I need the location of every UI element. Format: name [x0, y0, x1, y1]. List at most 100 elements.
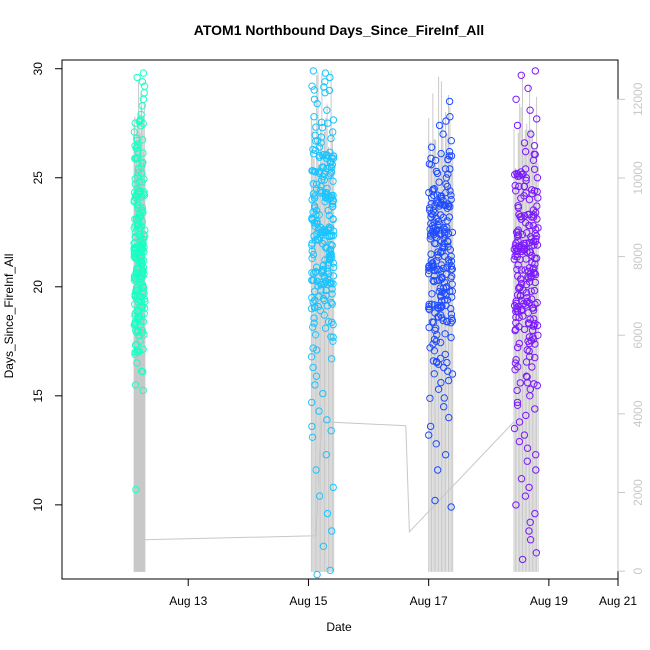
data-point [326, 256, 334, 264]
data-point [436, 284, 444, 292]
data-point [428, 290, 436, 298]
data-point [530, 322, 538, 330]
data-point [442, 117, 450, 125]
data-point [139, 386, 147, 395]
data-point [140, 330, 148, 339]
data-point [514, 231, 523, 239]
data-point [532, 225, 540, 234]
data-point [131, 253, 139, 261]
y2-tick-label: 0 [631, 567, 645, 574]
data-point [322, 451, 330, 459]
data-point [513, 232, 522, 241]
data-point [524, 84, 532, 93]
data-point [425, 264, 433, 272]
data-point [521, 147, 530, 156]
data-point [437, 149, 445, 158]
data-point [307, 304, 316, 313]
data-point [531, 509, 539, 518]
data-point [517, 475, 526, 483]
data-point [514, 363, 522, 371]
data-point [430, 347, 439, 355]
data-point [133, 136, 141, 145]
chart-title: ATOM1 Northbound Days_Since_FireInf_All [194, 22, 484, 38]
data-point [513, 265, 521, 274]
data-point [136, 224, 144, 232]
data-point [443, 263, 451, 271]
data-point [318, 163, 326, 171]
y2-tick-label: 6000 [631, 322, 645, 349]
data-point [520, 182, 529, 191]
data-point [514, 228, 522, 236]
data-point [329, 202, 337, 211]
data-point [448, 265, 456, 273]
data-point [329, 333, 337, 341]
data-point [308, 269, 316, 277]
data-point [320, 227, 329, 236]
data-point [312, 180, 321, 189]
data-point [528, 251, 536, 260]
data-point [510, 255, 518, 263]
data-point [439, 264, 447, 273]
data-point [131, 249, 139, 258]
data-point [315, 236, 323, 245]
data-point [514, 303, 522, 311]
data-point [525, 483, 533, 492]
data-point [134, 298, 142, 306]
data-point [327, 355, 336, 363]
data-point [438, 275, 446, 283]
data-point [130, 188, 139, 197]
y-tick-label: 25 [31, 171, 45, 185]
data-point [137, 162, 145, 170]
data-point [528, 363, 536, 371]
data-point [525, 195, 534, 204]
data-point [434, 466, 442, 474]
data-point [533, 174, 542, 182]
data-point [140, 289, 148, 298]
data-point [430, 370, 438, 378]
data-point [131, 119, 139, 127]
data-point [323, 416, 331, 424]
data-point [330, 263, 338, 272]
data-point [514, 203, 523, 212]
data-point [428, 318, 436, 326]
data-point [131, 319, 140, 328]
data-point [437, 354, 445, 362]
data-point [444, 376, 453, 385]
data-point [327, 192, 336, 200]
y-axis-label: Days_Since_FireInf_All [2, 254, 16, 379]
data-point [313, 277, 321, 285]
data-point [433, 358, 441, 367]
data-point [523, 373, 531, 381]
data-point [329, 197, 337, 206]
data-point [325, 86, 334, 95]
data-point [135, 118, 143, 126]
data-point [524, 319, 533, 327]
data-point [530, 241, 538, 249]
data-point [140, 243, 148, 252]
data-point [329, 272, 338, 280]
data-point [515, 313, 523, 322]
data-point [436, 200, 445, 208]
data-point [427, 209, 435, 218]
data-point [426, 422, 435, 431]
data-point [441, 451, 450, 459]
data-point [133, 201, 142, 209]
data-point [321, 78, 329, 86]
data-point [311, 381, 319, 389]
data-point [311, 222, 319, 230]
data-point [321, 324, 330, 332]
data-point [133, 73, 141, 82]
data-point [139, 149, 147, 157]
data-point [137, 317, 145, 326]
data-point [524, 309, 532, 317]
data-point [520, 239, 528, 248]
data-point [310, 319, 318, 327]
data-point [131, 175, 139, 183]
data-point [532, 466, 540, 474]
data-point [328, 163, 336, 172]
data-point [137, 367, 146, 375]
data-point [526, 518, 534, 526]
y2-tick-label: 4000 [631, 400, 645, 427]
data-point [439, 196, 447, 205]
data-point [517, 266, 526, 274]
